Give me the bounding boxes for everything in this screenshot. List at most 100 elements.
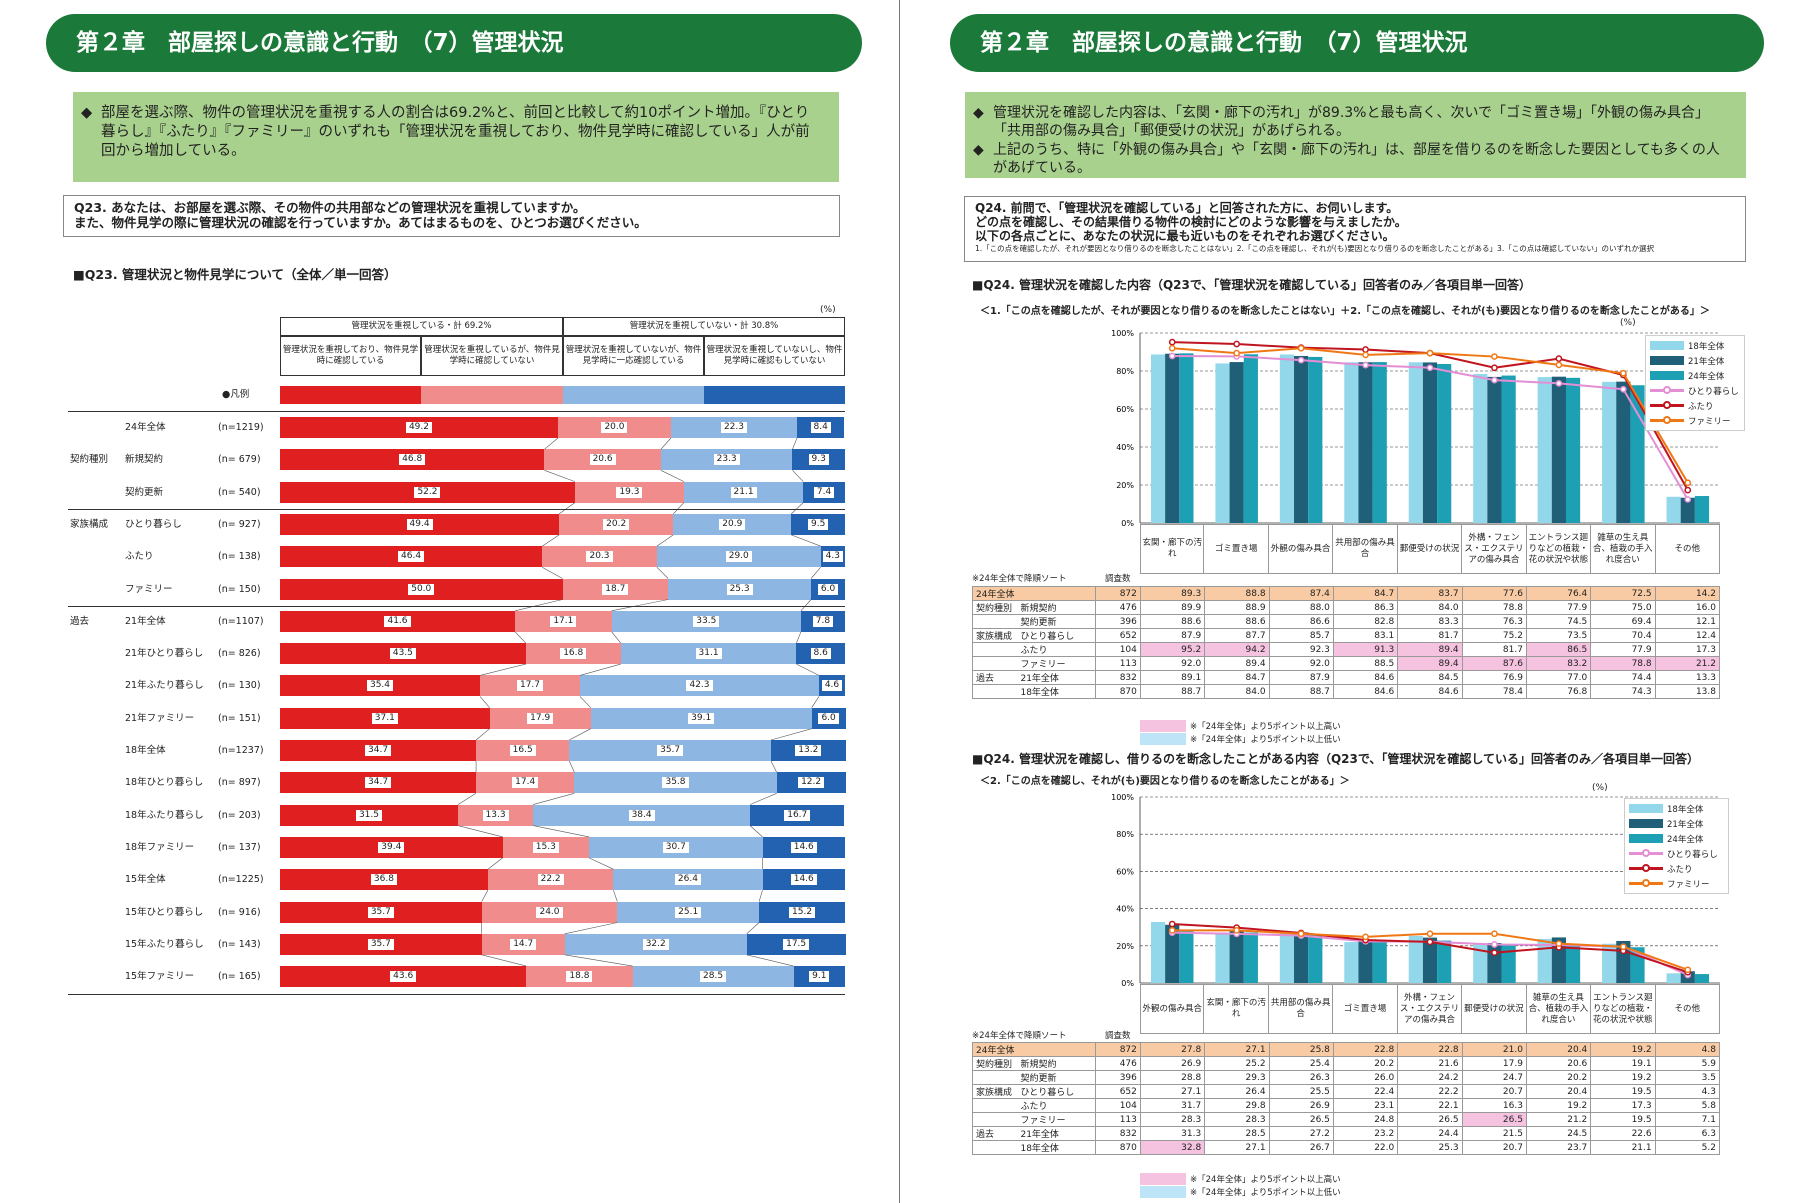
bar-value-label: 25.3	[726, 583, 753, 595]
table-cell: 28.5	[1204, 1126, 1270, 1141]
bar	[1680, 497, 1695, 523]
bar-segment: 21.1	[683, 481, 804, 503]
bar	[1666, 973, 1681, 983]
table-cell	[972, 614, 1018, 629]
table-cell: 92.0	[1139, 656, 1206, 671]
legend-swatch	[1629, 849, 1663, 857]
table-cell: 21年全体	[1017, 1126, 1096, 1141]
percent-unit: (%)	[820, 305, 836, 315]
table-row: 18年全体 870 32.8 27.1 26.7 22.0 25.3 20.7 23.7 21.1…	[972, 1140, 1721, 1155]
summary-box: 部屋を選ぶ際、物件の管理状況を重視する人の割合は69.2%と、前回と比較して約1…	[73, 92, 839, 182]
legend-label: ●凡例	[222, 389, 250, 400]
bar	[1372, 940, 1387, 983]
table-cell: ふたり	[1017, 642, 1096, 657]
table-cell: 6.3	[1654, 1126, 1721, 1141]
legend-text: 24年全体	[1667, 834, 1704, 845]
connector-line	[481, 890, 489, 902]
bar-value-label: 18.8	[566, 971, 593, 983]
bar	[1358, 939, 1373, 983]
bar-value-label: 22.2	[537, 874, 564, 886]
bar-segment: 12.2	[776, 772, 846, 794]
table-cell: 86.6	[1268, 614, 1334, 629]
table-cell: 23.7	[1525, 1140, 1592, 1155]
bar	[1694, 496, 1710, 523]
table-cell: ひとり暮らし	[1017, 1084, 1096, 1099]
connector-line	[569, 728, 591, 741]
bar-segment: 52.2	[280, 481, 575, 503]
legend-entry: 21年全体	[1629, 816, 1724, 831]
chart1-svg: 100% 80% 60% 40% 20% 0% 100% 80% 60% 40% 20% 0%	[1111, 329, 1720, 988]
bar-segment: 9.1	[793, 966, 845, 988]
bar-segment: 37.1	[280, 707, 490, 729]
bar-value-label: 34.7	[365, 745, 392, 756]
row-group-label: 家族構成	[70, 518, 109, 530]
table-cell: 20.7	[1461, 1084, 1527, 1099]
table-cell: 832	[1094, 670, 1141, 685]
bar	[1179, 931, 1194, 983]
series-marker	[1684, 966, 1692, 974]
table-cell: 18年全体	[1017, 684, 1096, 699]
bar-segment: 46.4	[280, 546, 543, 568]
category-label: 共用部の傷み具合	[1333, 524, 1398, 574]
legend-swatch	[1650, 386, 1684, 394]
table-cell: 78.8	[1461, 600, 1527, 615]
row-n: (n= 540)	[218, 486, 261, 498]
bar-value-label: 22.3	[720, 422, 747, 433]
bar-segment: 15.2	[759, 901, 845, 923]
bar-value-label: 8.6	[810, 648, 831, 660]
bar-value-label: 15.2	[789, 906, 816, 918]
bar-segment: 16.5	[476, 740, 570, 761]
table-cell: 81.7	[1397, 628, 1463, 643]
table-cell: 94.2	[1204, 642, 1270, 657]
bar	[1215, 363, 1230, 523]
bar-segment: 20.3	[542, 546, 657, 568]
legend-entry: ふたり	[1650, 398, 1740, 413]
table-cell: 396	[1094, 1070, 1141, 1085]
bar-value-label: 13.3	[482, 809, 509, 821]
bar-value-label: 34.7	[365, 777, 392, 789]
bar	[1422, 362, 1438, 523]
y-tick-label: 20%	[1116, 481, 1134, 490]
bar-value-label: 13.2	[795, 745, 822, 756]
table-cell: 77.6	[1461, 586, 1527, 601]
connector-line	[660, 437, 672, 450]
connector-line	[656, 566, 669, 579]
table-cell: 396	[1094, 614, 1141, 629]
table-cell: 74.5	[1525, 614, 1592, 629]
key-high: ※「24年全体」より5ポイント以上高い	[1190, 1174, 1341, 1185]
row-n: (n= 130)	[218, 680, 261, 692]
bar-segment: 46.8	[280, 449, 545, 471]
group-separator	[68, 605, 845, 607]
bar-segment: 17.5	[746, 933, 846, 955]
legend-entry: 24年全体	[1650, 368, 1740, 383]
bar-value-label: 20.9	[719, 518, 746, 530]
bar	[1422, 937, 1438, 983]
bar-segment: 7.8	[800, 610, 845, 632]
connector-line	[544, 437, 559, 450]
connector-line	[746, 954, 794, 967]
legend-text: ファミリー	[1667, 879, 1710, 890]
bar	[1279, 933, 1295, 983]
connector-line	[770, 760, 777, 773]
row-label: 18年ふたり暮らし	[125, 809, 204, 821]
bar-value-label: 16.7	[784, 809, 811, 821]
series-marker	[1555, 380, 1563, 387]
category-label: ゴミ置き場	[1204, 524, 1269, 574]
bar-value-label: 35.7	[657, 745, 684, 756]
bar-value-label: 36.8	[370, 874, 397, 886]
row-n: (n= 138)	[218, 551, 261, 563]
table-row: 24年全体 872 89.3 88.8 87.4 84.7 83.7 77.6 76.4 72.5…	[972, 586, 1721, 601]
table-cell: 31.3	[1139, 1126, 1206, 1141]
connector-line	[579, 663, 621, 676]
chart1-data-table: 24年全体 872 89.3 88.8 87.4 84.7 83.7 77.6 76.4 72.5…	[972, 586, 1721, 699]
n-header: 調査数	[1105, 1031, 1131, 1041]
connector-line	[487, 857, 503, 870]
table-row: 過去 21年全体 832 89.1 84.7 87.9 84.6 84.5 76.9 77.0 74…	[972, 670, 1721, 685]
table-cell: 17.3	[1590, 1098, 1656, 1113]
connector-line	[758, 890, 763, 902]
table-cell: 88.6	[1139, 614, 1206, 629]
legend-swatch	[1650, 341, 1684, 350]
table-row: ふたり 104 95.2 94.2 92.3 91.3 89.4 81.7 86.5 77.9 17…	[972, 642, 1721, 657]
row-label: 21年ひとり暮らし	[125, 648, 204, 660]
bar	[1537, 377, 1552, 523]
